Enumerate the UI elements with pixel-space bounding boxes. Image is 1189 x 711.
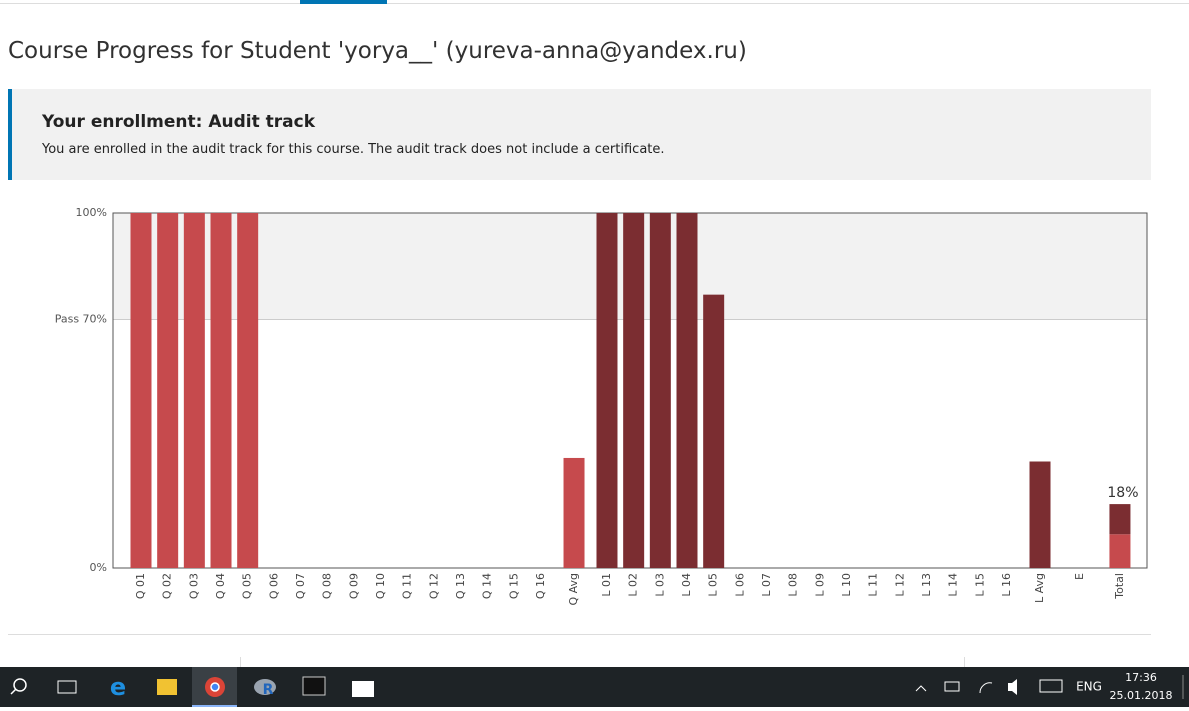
enrollment-text: You are enrolled in the audit track for …: [42, 142, 665, 157]
x-tick-label: Q 12: [427, 573, 440, 599]
x-tick-label: L 13: [920, 573, 933, 597]
y-tick-label: 0%: [90, 561, 107, 574]
x-tick-label: L 15: [973, 573, 986, 597]
search-icon[interactable]: [10, 688, 17, 695]
bar: [563, 457, 585, 568]
clapper-icon[interactable]: [352, 681, 374, 697]
wifi-icon[interactable]: [979, 682, 993, 694]
clock-date[interactable]: 25.01.2018: [1110, 689, 1173, 702]
divider: [8, 634, 1151, 635]
x-tick-label: L 05: [707, 573, 720, 597]
x-tick-label: Q 09: [347, 573, 360, 599]
language[interactable]: ENG: [1076, 680, 1102, 694]
r-icon[interactable]: [254, 679, 276, 695]
x-tick-label: L 10: [840, 573, 853, 597]
bar: [183, 213, 205, 568]
bar: [210, 213, 232, 568]
chrome-icon: [210, 682, 220, 692]
x-tick-label: Q 16: [534, 573, 547, 599]
x-tick-label: Q Avg: [567, 573, 580, 606]
x-tick-label: Q 14: [481, 573, 494, 599]
x-tick-label: L 07: [760, 573, 773, 597]
bar: [1029, 461, 1051, 568]
terminal-icon[interactable]: [302, 676, 326, 696]
bar: [1109, 504, 1131, 535]
active-tab[interactable]: [300, 0, 387, 4]
y-tick-label: Pass 70%: [55, 313, 107, 326]
explorer-icon[interactable]: [157, 679, 177, 695]
x-tick-label: L 03: [653, 573, 666, 597]
r-icon: R: [263, 682, 274, 698]
clock-time[interactable]: 17:36: [1125, 671, 1157, 684]
y-tick-label: 100%: [76, 206, 107, 219]
bar: [157, 213, 179, 568]
x-tick-label: Q 01: [134, 573, 147, 599]
x-tick-label: Q 11: [401, 573, 414, 599]
x-tick-label: Q 15: [507, 573, 520, 599]
x-tick-label: L Avg: [1033, 573, 1046, 603]
x-tick-label: Q 03: [187, 573, 200, 599]
x-tick-label: L 14: [947, 573, 960, 597]
x-tick-label: Q 07: [294, 573, 307, 599]
bar: [596, 213, 618, 568]
taskbar-icons: e R ENG 17:36 25.01.2018: [10, 667, 1184, 707]
x-tick-label: L 12: [893, 573, 906, 597]
bar: [623, 213, 645, 568]
x-tick-label: Q 02: [161, 573, 174, 599]
column-divider: [240, 657, 241, 667]
bar: [130, 213, 152, 568]
top-rule: [0, 3, 1189, 4]
page-title: Course Progress for Student 'yorya__' (y…: [8, 38, 747, 64]
x-tick-label: Q 10: [374, 573, 387, 599]
x-tick-label: L 16: [1000, 573, 1013, 597]
volume-icon[interactable]: [1008, 679, 1017, 695]
column-divider: [964, 657, 965, 667]
x-tick-label: Q 08: [321, 573, 334, 599]
search-icon[interactable]: [13, 678, 27, 692]
x-tick-label: E: [1073, 573, 1086, 580]
x-tick-label: Q 05: [241, 573, 254, 599]
edge-icon[interactable]: e: [110, 673, 126, 701]
enrollment-box: Your enrollment: Audit track You are enr…: [8, 89, 1151, 180]
total-label: 18%: [1107, 485, 1138, 501]
x-tick-label: L 06: [733, 573, 746, 597]
active-app: [192, 705, 237, 707]
x-tick-label: L 11: [867, 573, 880, 597]
tray-arrow[interactable]: [915, 685, 927, 692]
x-tick-label: L 02: [627, 573, 640, 597]
x-tick-label: L 08: [787, 573, 800, 597]
x-tick-label: Q 13: [454, 573, 467, 599]
x-tick-label: Q 06: [267, 573, 280, 599]
enrollment-heading: Your enrollment: Audit track: [42, 112, 316, 132]
keyboard-icon[interactable]: [1039, 679, 1063, 693]
bar: [649, 213, 671, 568]
bar: [676, 213, 698, 568]
chart: 0% Pass 70% 100% Q 01 Q 02 Q 03 Q 04 Q 05 Q 06 Q …: [55, 206, 1148, 606]
x-tick-label: L 01: [600, 573, 613, 597]
x-tick-label: Q 04: [214, 573, 227, 599]
taskbar: e R ENG 17:36 25.01.2018: [0, 667, 1189, 707]
x-tick-label: L 04: [680, 573, 693, 597]
bar: [237, 213, 259, 568]
task-view-icon[interactable]: [57, 680, 77, 694]
x-tick-label: L 09: [813, 573, 826, 597]
bar: [1109, 534, 1131, 568]
bar: [703, 294, 725, 568]
x-tick-label: Total: [1113, 573, 1126, 600]
battery-icon[interactable]: [944, 681, 960, 692]
